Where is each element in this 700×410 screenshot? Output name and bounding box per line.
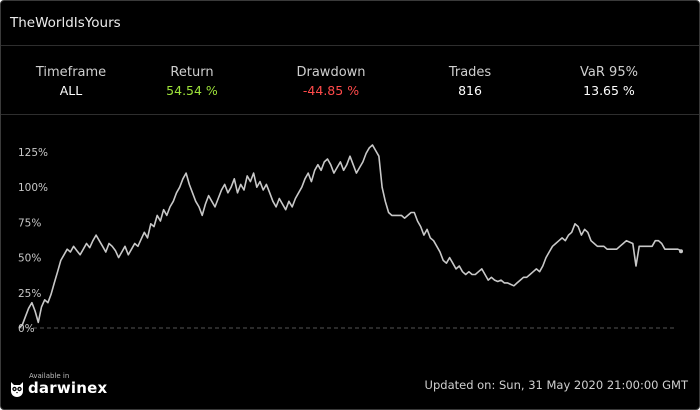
- y-tick-label: 25%: [18, 288, 41, 300]
- title-bar: TheWorldIsYours: [1, 1, 699, 46]
- stat-var-value: 13.65 %: [583, 83, 635, 98]
- stat-drawdown-value: -44.85 %: [302, 83, 360, 98]
- footer: Available in darwinex Updated on: Sun, 3…: [1, 366, 699, 409]
- y-tick-label: 50%: [18, 253, 41, 265]
- stat-drawdown: Drawdown -44.85 %: [261, 64, 401, 100]
- stat-trades-value: 816: [458, 83, 482, 98]
- stat-trades: Trades 816: [400, 64, 540, 100]
- stats-row: Timeframe ALL Return 54.54 % Drawdown -4…: [1, 46, 699, 115]
- stat-drawdown-label: Drawdown: [296, 65, 366, 80]
- owl-icon: [11, 382, 23, 397]
- stat-return-value: 54.54 %: [166, 83, 218, 98]
- stat-timeframe-label: Timeframe: [35, 65, 107, 80]
- widget-title[interactable]: TheWorldIsYours: [10, 15, 121, 31]
- darwinex-logo[interactable]: Available in darwinex: [9, 371, 119, 403]
- stat-trades-label: Trades: [448, 65, 492, 80]
- stat-return-label: Return: [170, 65, 214, 80]
- stat-timeframe-value: ALL: [59, 83, 83, 98]
- return-chart-svg: 0% 25% 50% 75% 100% 125%: [18, 144, 683, 335]
- y-tick-label: 75%: [18, 217, 41, 229]
- series-end-point: [679, 249, 683, 254]
- return-chart[interactable]: 0% 25% 50% 75% 100% 125%: [1, 116, 699, 366]
- available-in-text: Available in: [29, 372, 70, 380]
- stat-return: Return 54.54 %: [122, 64, 262, 100]
- return-series-line: [18, 144, 682, 329]
- brand-name: darwinex: [28, 379, 108, 397]
- stat-var-label: VaR 95%: [580, 65, 638, 80]
- stat-timeframe: Timeframe ALL: [1, 64, 141, 100]
- y-tick-label: 0%: [18, 323, 35, 335]
- stat-var: VaR 95% 13.65 %: [539, 64, 679, 100]
- y-tick-label: 100%: [18, 182, 48, 194]
- updated-timestamp: Updated on: Sun, 31 May 2020 21:00:00 GM…: [424, 378, 688, 392]
- y-tick-label: 125%: [18, 147, 48, 159]
